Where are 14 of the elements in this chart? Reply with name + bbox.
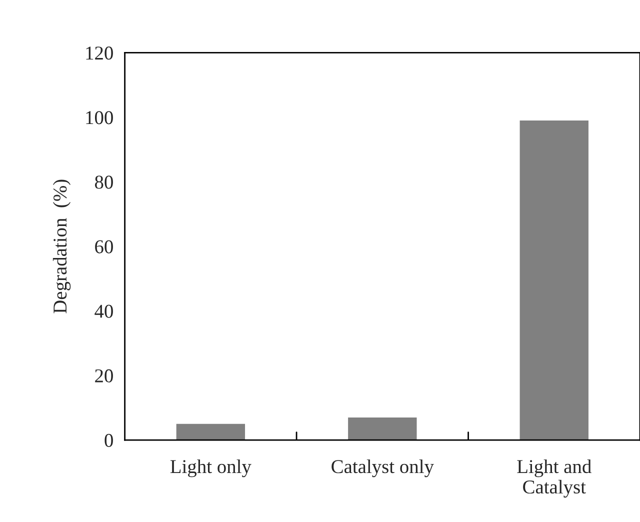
- bar: [348, 417, 417, 440]
- x-tick-label: Catalyst only: [332, 459, 434, 478]
- y-tick-label: 80: [94, 176, 113, 189]
- y-tick-label: 100: [86, 111, 113, 124]
- bar: [176, 424, 246, 440]
- x-tick-label: Light only: [170, 459, 252, 478]
- x-tick-label: Light and Catalyst: [517, 459, 592, 498]
- y-tick-label: 20: [95, 369, 113, 382]
- bar: [520, 120, 588, 440]
- y-tick-label: 60: [95, 240, 113, 254]
- y-axis-title: Degradation (%): [52, 180, 71, 314]
- y-tick-label: 120: [86, 46, 113, 60]
- y-tick-label: 0: [104, 434, 113, 447]
- y-tick-label: 40: [94, 304, 113, 318]
